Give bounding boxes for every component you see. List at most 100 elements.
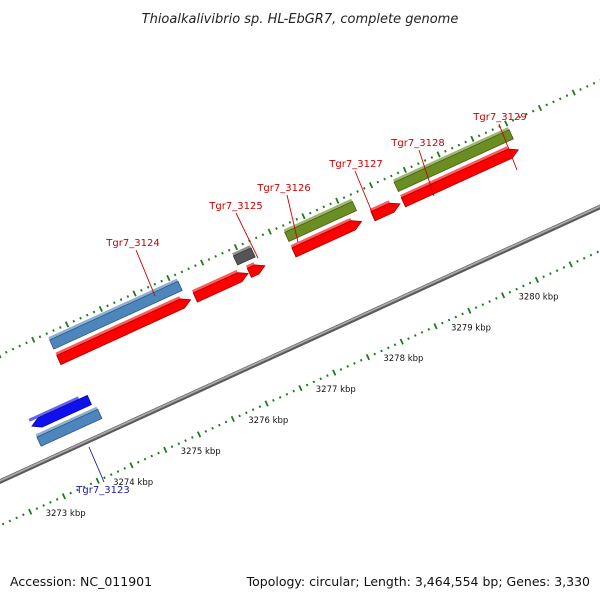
forward-tick: [335, 197, 340, 204]
reverse-tick: [136, 460, 140, 464]
forward-tick: [98, 305, 103, 313]
gene-label[interactable]: Tgr7_3123: [75, 485, 129, 496]
gene-feature-body: [232, 247, 256, 266]
forward-tick: [368, 182, 374, 189]
gene-label[interactable]: Tgr7_3125: [208, 201, 262, 212]
reverse-tick: [339, 368, 343, 371]
reverse-tick: [365, 354, 371, 361]
forward-tick: [64, 321, 70, 328]
gene-label[interactable]: Tgr7_3128: [390, 138, 444, 149]
forward-tick: [214, 254, 217, 258]
reverse-tick: [508, 290, 512, 294]
gene-label[interactable]: Tgr7_3127: [328, 159, 382, 170]
forward-tick: [315, 208, 319, 212]
kbp-label: 3276 kbp: [248, 416, 288, 426]
forward-tick: [308, 211, 312, 215]
reverse-tick: [42, 504, 45, 507]
forward-tick: [430, 156, 434, 159]
forward-tick: [58, 326, 62, 329]
gene-feature[interactable]: [290, 218, 363, 258]
forward-tick: [558, 97, 562, 101]
gene-feature[interactable]: [369, 200, 401, 222]
reverse-tick: [218, 423, 221, 427]
forward-tick: [160, 279, 163, 283]
kbp-label: 3278 kbp: [383, 354, 423, 364]
forward-tick: [592, 81, 596, 85]
label-leader-line: [286, 194, 299, 243]
forward-tick: [322, 205, 326, 209]
reverse-tick: [467, 307, 472, 314]
forward-tick: [295, 217, 299, 221]
forward-tick: [207, 258, 211, 261]
gene-feature-bevel: [400, 146, 509, 198]
reverse-tick: [204, 429, 208, 433]
gene-feature-body: [36, 408, 103, 447]
forward-tick: [86, 313, 89, 317]
gene-feature-bevel: [192, 269, 238, 293]
forward-tick: [565, 94, 569, 98]
gene-feature[interactable]: [400, 146, 520, 208]
reverse-tick: [258, 405, 262, 408]
gene-feature[interactable]: [48, 278, 183, 350]
reverse-tick: [596, 250, 599, 254]
reverse-tick: [49, 501, 52, 504]
forward-tick: [356, 190, 359, 193]
backbone-line-highlight: [0, 205, 600, 482]
forward-tick: [227, 248, 231, 252]
forward-tick: [38, 335, 42, 339]
reverse-tick: [1, 522, 5, 526]
forward-tick: [140, 288, 143, 292]
reverse-tick: [515, 287, 518, 291]
forward-tick: [233, 243, 238, 251]
genome-backbone: [0, 204, 600, 484]
gene-label[interactable]: Tgr7_3126: [256, 183, 310, 194]
reverse-tick: [109, 473, 113, 476]
forward-tick: [180, 270, 184, 274]
kbp-label: 3280 kbp: [518, 292, 558, 302]
forward-tick: [0, 354, 2, 359]
forward-tick: [267, 228, 272, 235]
forward-tick: [498, 125, 501, 128]
gene-feature[interactable]: [232, 245, 256, 266]
reverse-tick: [359, 358, 363, 362]
forward-tick: [52, 329, 55, 332]
reverse-tick: [245, 411, 248, 415]
reverse-tick: [278, 395, 282, 399]
reverse-tick: [380, 349, 383, 353]
reverse-tick: [407, 337, 410, 340]
feature-track: [28, 127, 520, 447]
forward-tick: [194, 264, 197, 268]
forward-tick: [423, 159, 427, 162]
gene-feature[interactable]: [283, 198, 358, 243]
reverse-tick: [55, 497, 59, 501]
map-title: Thioalkalivibrio sp. HL-EbGR7, complete …: [142, 12, 459, 27]
forward-tick: [349, 193, 353, 196]
forward-tick: [402, 166, 407, 173]
forward-tick: [571, 89, 576, 96]
gene-feature-bevel: [369, 200, 390, 212]
gene-label[interactable]: Tgr7_3124: [105, 238, 159, 249]
reverse-tick: [495, 297, 498, 300]
gene-feature[interactable]: [393, 127, 514, 193]
reverse-tick: [191, 436, 194, 439]
forward-tick: [457, 143, 461, 147]
gene-feature[interactable]: [192, 269, 249, 303]
reverse-tick: [441, 321, 444, 325]
gene-feature-body: [370, 202, 401, 222]
gene-label[interactable]: Tgr7_3129: [472, 112, 526, 123]
label-leader-lines: [88, 123, 518, 483]
gene-feature-body: [393, 129, 514, 193]
gene-feature[interactable]: [246, 262, 266, 278]
gene-feature-bevel: [232, 245, 251, 256]
reverse-tick: [82, 485, 86, 489]
forward-tick: [153, 282, 157, 286]
gene-feature[interactable]: [28, 394, 92, 428]
forward-tick: [301, 213, 306, 220]
forward-tick: [383, 177, 386, 181]
forward-tick: [119, 298, 123, 302]
forward-tick: [79, 316, 82, 320]
reverse-tick: [312, 380, 316, 384]
gene-feature[interactable]: [55, 296, 192, 366]
gene-feature[interactable]: [35, 406, 103, 447]
reverse-tick: [292, 389, 295, 393]
